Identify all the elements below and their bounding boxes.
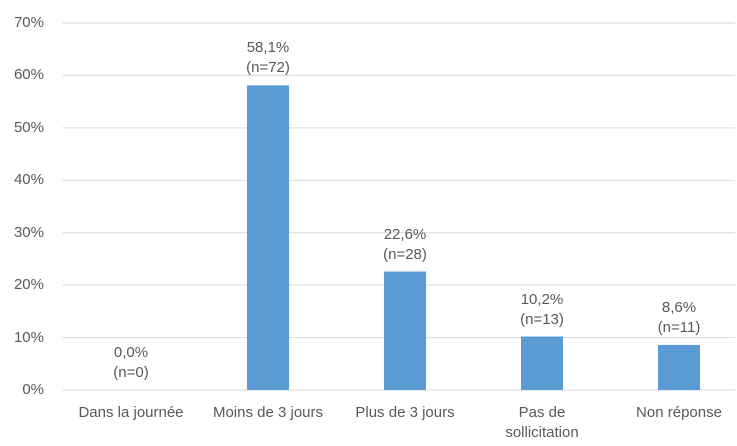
x-tick-label: Dans la journée (78, 404, 184, 421)
bar (384, 271, 426, 390)
data-label: 58,1% (n=72) (246, 39, 290, 77)
y-tick-label: 60% (13, 66, 44, 84)
x-tick-label: Non réponse (636, 404, 722, 421)
x-tick-label: Plus de 3 jours (355, 404, 455, 421)
y-tick-label: 70% (13, 14, 44, 31)
bar (247, 85, 289, 390)
y-tick-label: 20% (13, 276, 44, 294)
x-tick-label: Moins de 3 jours (212, 404, 324, 421)
y-tick-label: 0% (22, 381, 44, 398)
y-tick-label: 30% (13, 223, 44, 241)
y-tick-label: 40% (13, 171, 44, 189)
data-label: 22,6% (n=28) (383, 225, 427, 263)
y-tick-label: 50% (13, 118, 44, 136)
x-tick-label: Pas de sollicitation (505, 404, 579, 441)
y-tick-label: 10% (13, 328, 44, 346)
data-label: 10,2% (n=13) (520, 290, 564, 328)
data-label: 0,0% (n=0) (113, 344, 149, 381)
bar (658, 344, 700, 390)
bar (521, 336, 563, 390)
data-label: 8,6% (n=11) (657, 298, 701, 336)
